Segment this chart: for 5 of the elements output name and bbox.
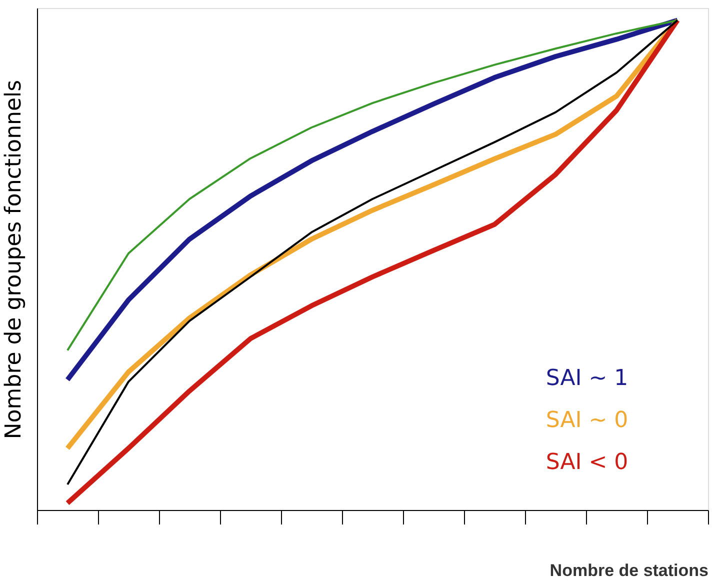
x-axis-title: Nombre de stations [550,561,708,580]
text: SAI ~ 0 [546,408,628,433]
text: SAI ~ 1 [546,366,628,391]
y-axis-title: Nombre de groupes fonctionnels [2,80,26,440]
text: SAI < 0 [546,450,628,475]
